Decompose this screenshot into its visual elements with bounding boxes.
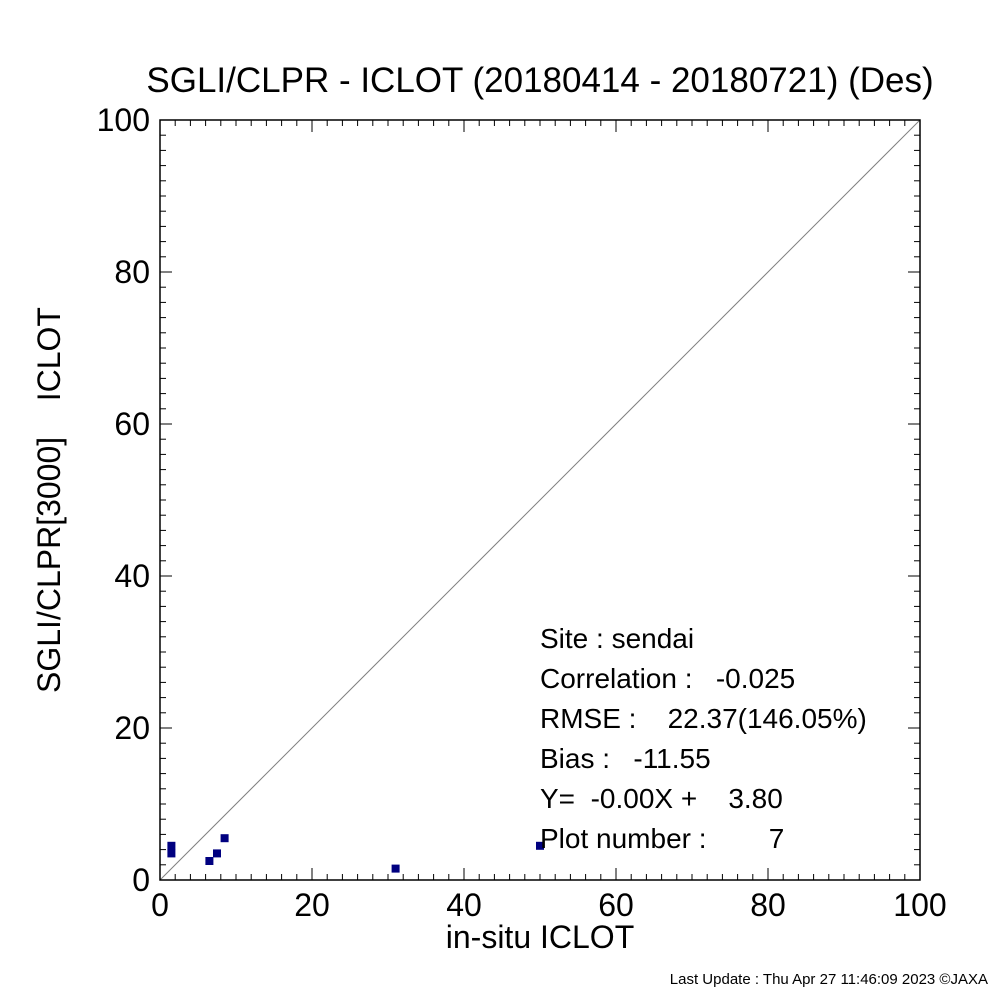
y-tick-label: 60 [114,406,150,442]
data-point [536,841,544,850]
y-axis-label: SGLI/CLPR[3000] ICLOT [31,307,67,693]
x-tick-label: 40 [446,887,482,923]
y-tick-label: 40 [114,558,150,594]
data-point [167,841,176,850]
x-tick-label: 60 [598,887,634,923]
y-tick-label: 0 [132,862,150,898]
plot-frame [159,119,921,881]
stat-plot-number: Plot number : 7 [540,823,784,854]
x-tick-label: 100 [893,887,946,923]
data-point [213,849,221,858]
stat-rmse: RMSE : 22.37(146.05%) [540,703,867,734]
y-tick-label: 20 [114,710,150,746]
x-tick-label: 20 [294,887,330,923]
data-point [205,857,214,865]
data-points [167,834,544,873]
data-point [220,834,229,843]
stat-fit: Y= -0.00X + 3.80 [540,783,783,814]
stat-site: Site : sendai [540,623,694,654]
stat-correlation: Correlation : -0.025 [540,663,795,694]
axis-ticks [159,119,921,881]
chart-title: SGLI/CLPR - ICLOT (20180414 - 20180721) … [146,61,933,100]
x-axis-label: in-situ ICLOT [446,919,634,955]
x-tick-label: 80 [750,887,786,923]
one-to-one-line [159,119,921,881]
x-tick-label: 0 [151,887,169,923]
stats-box: Site : sendai Correlation : -0.025 RMSE … [540,623,867,854]
data-point [167,849,176,858]
y-tick-label: 80 [114,254,150,290]
stat-bias: Bias : -11.55 [540,743,711,774]
y-tick-label: 100 [97,102,150,138]
data-point [391,864,400,873]
tick-labels: 0 20 40 60 80 100 0 20 40 60 80 100 [97,102,947,923]
footer-last-update: Last Update : Thu Apr 27 11:46:09 2023 ©… [670,971,988,988]
